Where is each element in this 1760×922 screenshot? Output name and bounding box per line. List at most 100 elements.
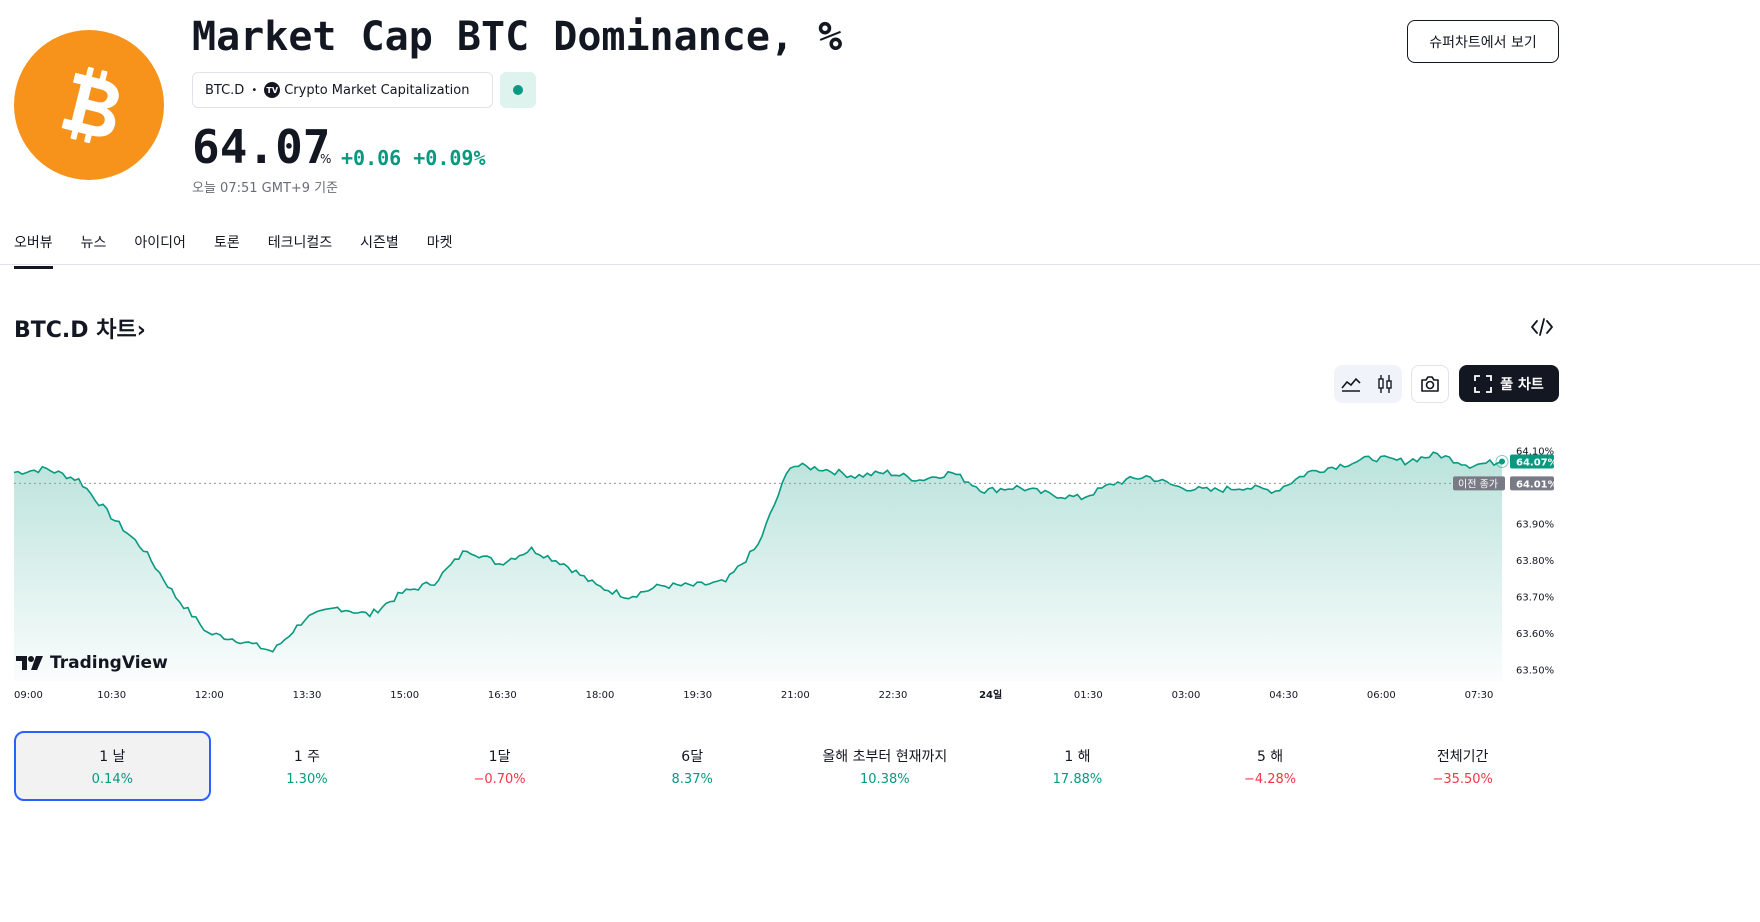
y-tick-label: 63.50% bbox=[1516, 666, 1554, 677]
embed-code-icon[interactable] bbox=[1530, 316, 1554, 338]
x-tick-label: 24일 bbox=[979, 688, 1002, 701]
period-value: 10.38% bbox=[860, 771, 910, 787]
x-tick-label: 04:30 bbox=[1269, 690, 1298, 701]
period-value: −35.50% bbox=[1432, 771, 1493, 787]
period-label: 1 해 bbox=[1064, 748, 1091, 765]
ticker-symbol: BTC.D bbox=[205, 82, 245, 98]
separator-dot: • bbox=[251, 84, 258, 96]
page-title: Market Cap BTC Dominance, % bbox=[192, 14, 843, 60]
period-label: 1 날 bbox=[99, 748, 126, 765]
y-tick-label: 63.80% bbox=[1516, 556, 1554, 567]
fullscreen-icon bbox=[1474, 374, 1493, 393]
x-tick-label: 15:00 bbox=[390, 690, 419, 701]
period-value: −4.28% bbox=[1243, 771, 1297, 787]
ticker-chip[interactable]: BTC.D • TV Crypto Market Capitalization bbox=[192, 72, 493, 108]
chart-plot-area: 64.10% 63.90% 63.80% 63.70% 63.60% 63.50% 64.0… bbox=[13, 447, 1558, 701]
x-tick-label: 12:00 bbox=[195, 690, 224, 701]
period-label: 1달 bbox=[488, 748, 511, 765]
y-tick-label: 63.70% bbox=[1516, 593, 1554, 604]
period-label: 5 해 bbox=[1256, 748, 1284, 765]
x-tick-label: 07:30 bbox=[1465, 690, 1494, 701]
period-label: 전체기간 bbox=[1436, 748, 1489, 765]
view-in-supercharts-button[interactable]: 슈퍼차트에서 보기 bbox=[1407, 20, 1559, 63]
tradingview-mini-icon: TV bbox=[264, 82, 281, 98]
candlestick-icon bbox=[1378, 375, 1392, 393]
market-status-indicator[interactable] bbox=[500, 72, 536, 108]
full-chart-button[interactable]: 풀 차트 bbox=[1459, 365, 1559, 402]
x-tick-label: 03:00 bbox=[1172, 690, 1201, 701]
tradingview-watermark: TradingView bbox=[16, 653, 168, 673]
period-label: 1 주 bbox=[293, 748, 321, 765]
prev-close-label: 이전 종가 bbox=[1458, 478, 1498, 490]
x-tick-label: 21:00 bbox=[781, 690, 810, 701]
performance-periods: 1 날 0.14% 1 주 1.30% 1달 −0.70% 6달 8.37% 올… bbox=[14, 731, 1559, 801]
x-tick-label: 16:30 bbox=[488, 690, 517, 701]
period-value: 0.14% bbox=[91, 771, 133, 787]
y-tick-label: 63.60% bbox=[1516, 629, 1554, 640]
tab-discussion[interactable]: 토론 bbox=[213, 235, 240, 251]
x-tick-label: 10:30 bbox=[97, 690, 126, 701]
series-area-fill bbox=[14, 452, 1502, 681]
x-tick-label: 13:30 bbox=[293, 690, 322, 701]
tab-technicals[interactable]: 테크니컬즈 bbox=[267, 235, 333, 251]
chart-heading-link[interactable]: BTC.D 차트› bbox=[14, 312, 146, 344]
last-value-label: 64.07% bbox=[1516, 458, 1558, 469]
tab-overview[interactable]: 오버뷰 bbox=[14, 232, 53, 269]
period-label: 올해 초부터 현재까지 bbox=[822, 748, 948, 765]
tabs-divider bbox=[0, 264, 1760, 265]
area-chart-button[interactable] bbox=[1334, 365, 1368, 403]
tab-seasonals[interactable]: 시즌별 bbox=[360, 235, 399, 251]
prev-close-tag bbox=[1453, 476, 1505, 491]
chart-style-toggle bbox=[1334, 365, 1402, 403]
bitcoin-icon bbox=[61, 66, 119, 144]
period-all-time[interactable]: 전체기간 −35.50% bbox=[1366, 731, 1559, 801]
x-tick-label: 01:30 bbox=[1074, 690, 1103, 701]
period-label: 6달 bbox=[681, 748, 704, 765]
prev-close-value: 64.01% bbox=[1516, 479, 1558, 490]
period-value: 8.37% bbox=[671, 771, 713, 787]
period-1-day[interactable]: 1 날 0.14% bbox=[14, 731, 211, 801]
snapshot-button[interactable] bbox=[1411, 365, 1449, 403]
tradingview-wordmark: TradingView bbox=[50, 653, 168, 673]
price-change: +0.06 +0.09% bbox=[341, 146, 486, 170]
last-point-halo bbox=[1495, 455, 1509, 469]
area-chart-icon bbox=[1341, 377, 1361, 392]
period-value: 1.30% bbox=[286, 771, 328, 787]
tradingview-logo-icon bbox=[16, 656, 43, 670]
data-source: Crypto Market Capitalization bbox=[284, 82, 470, 98]
chart-heading-text: BTC.D 차트 bbox=[14, 318, 137, 343]
tab-bar: 오버뷰 뉴스 아이디어 토론 테크니컬즈 시즌별 마켓 bbox=[14, 232, 481, 269]
status-dot-icon bbox=[513, 85, 523, 95]
series-line bbox=[13, 451, 1503, 653]
camera-icon bbox=[1421, 376, 1439, 392]
tab-news[interactable]: 뉴스 bbox=[80, 235, 107, 251]
period-value: −0.70% bbox=[473, 771, 526, 787]
tab-markets[interactable]: 마켓 bbox=[426, 235, 453, 251]
current-price: 64.07 bbox=[192, 120, 331, 174]
period-1-year[interactable]: 1 해 17.88% bbox=[981, 731, 1174, 801]
last-value-badge bbox=[1510, 454, 1554, 469]
x-tick-label: 22:30 bbox=[879, 690, 908, 701]
period-5-years[interactable]: 5 해 −4.28% bbox=[1174, 731, 1367, 801]
full-chart-label: 풀 차트 bbox=[1500, 376, 1544, 393]
period-value: 17.88% bbox=[1052, 771, 1103, 787]
period-1-month[interactable]: 1달 −0.70% bbox=[403, 731, 596, 801]
x-tick-label: 19:30 bbox=[683, 690, 712, 701]
y-tick-label: 63.90% bbox=[1516, 520, 1554, 531]
x-tick-label: 18:00 bbox=[586, 690, 615, 701]
y-tick-label: 64.10% bbox=[1516, 447, 1554, 458]
period-ytd[interactable]: 올해 초부터 현재까지 10.38% bbox=[789, 731, 982, 801]
x-tick-label: 06:00 bbox=[1367, 690, 1396, 701]
period-1-week[interactable]: 1 주 1.30% bbox=[211, 731, 404, 801]
period-6-months[interactable]: 6달 8.37% bbox=[596, 731, 789, 801]
price-chart[interactable]: 64.10% 63.90% 63.80% 63.70% 63.60% 63.50% 64.0… bbox=[0, 405, 1560, 705]
candle-chart-button[interactable] bbox=[1368, 365, 1402, 403]
price-unit: % bbox=[320, 152, 332, 166]
x-tick-label: 09:00 bbox=[14, 690, 43, 701]
chevron-right-icon: › bbox=[136, 318, 146, 343]
tab-ideas[interactable]: 아이디어 bbox=[134, 235, 186, 251]
bitcoin-logo bbox=[14, 30, 164, 180]
last-point-marker bbox=[1499, 458, 1505, 465]
price-timestamp: 오늘 07:51 GMT+9 기준 bbox=[192, 181, 339, 196]
prev-close-badge bbox=[1510, 476, 1554, 491]
